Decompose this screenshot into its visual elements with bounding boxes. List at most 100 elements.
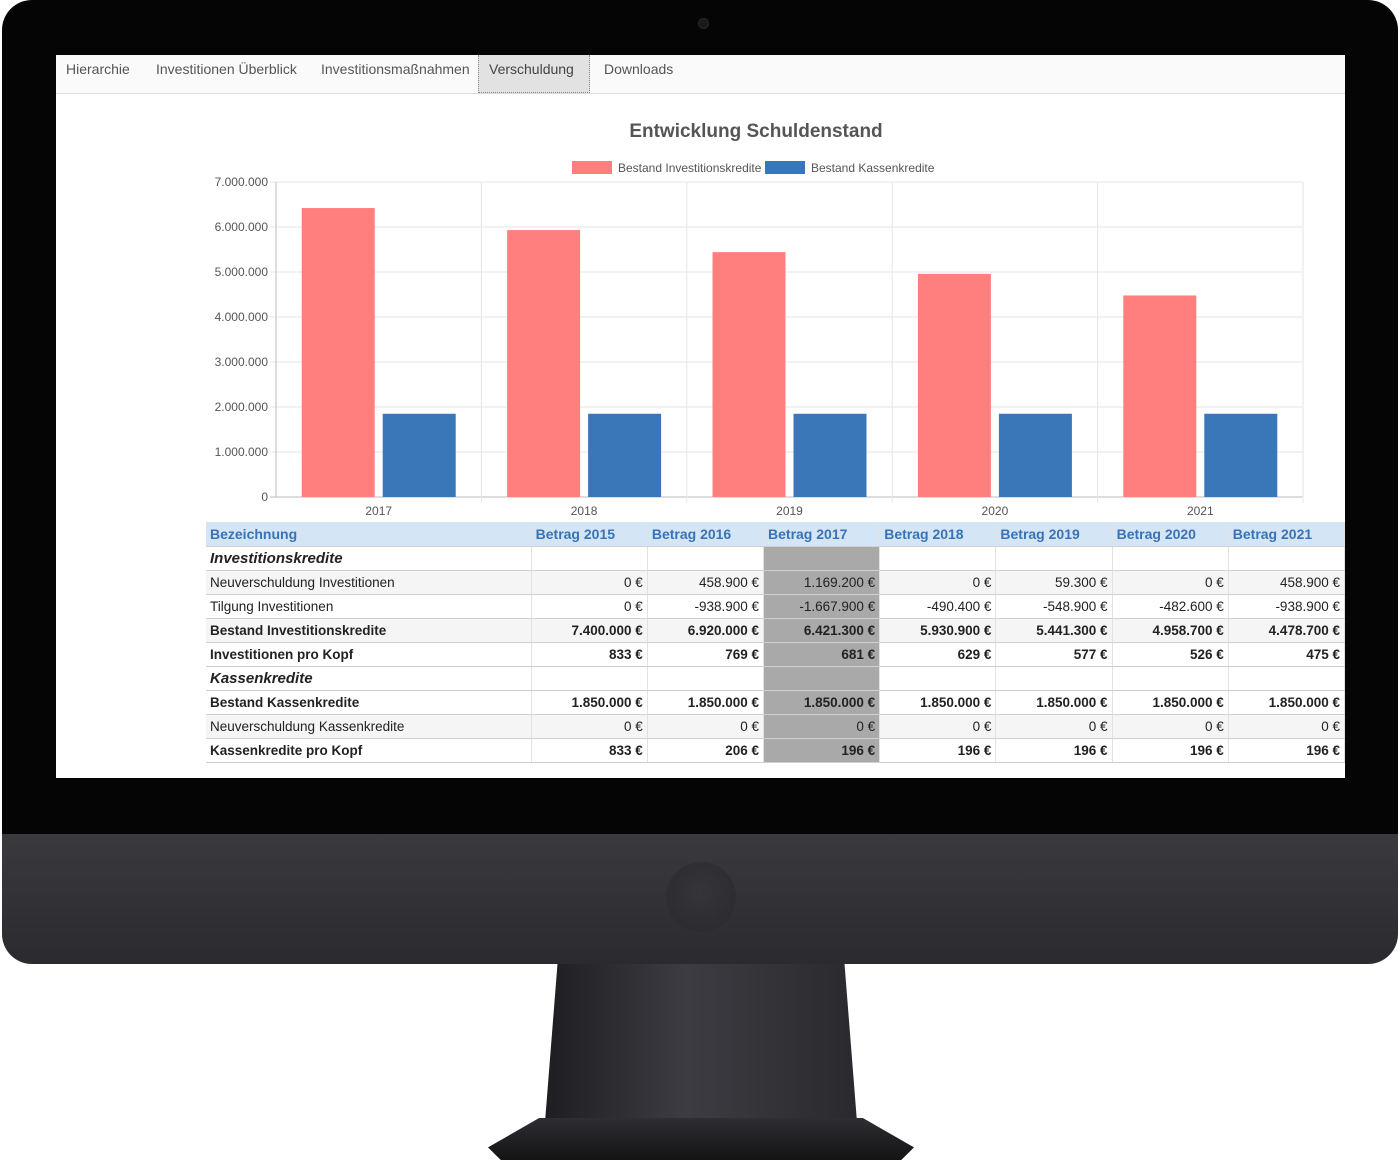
column-header-betrag[interactable]: Betrag 2017 bbox=[763, 522, 881, 547]
y-tick-label: 5.000.000 bbox=[215, 265, 269, 279]
legend-label[interactable]: Bestand Investitionskredite bbox=[618, 161, 762, 175]
table-cell: 0 € bbox=[531, 714, 648, 739]
tab-downloads[interactable]: Downloads bbox=[604, 61, 674, 77]
table-cell bbox=[879, 666, 997, 691]
column-header-betrag[interactable]: Betrag 2019 bbox=[995, 522, 1113, 547]
chart-legend: Bestand Investitionskredite Bestand Kasse… bbox=[572, 161, 935, 175]
table-cell bbox=[647, 666, 765, 691]
legend-swatch[interactable] bbox=[765, 161, 805, 174]
bar-investitionskredite[interactable] bbox=[507, 230, 581, 497]
bar-kassenkredite[interactable] bbox=[1204, 413, 1278, 497]
table-cell: 4.958.700 € bbox=[1112, 618, 1229, 643]
bar-investitionskredite[interactable] bbox=[301, 208, 375, 497]
bar-kassenkredite[interactable] bbox=[382, 413, 456, 497]
apple-logo-icon bbox=[666, 862, 736, 932]
chart-title: Entwicklung Schuldenstand bbox=[629, 121, 882, 142]
table-cell: 4.478.700 € bbox=[1228, 618, 1345, 643]
table-row: Tilgung Investitionen 0 € -938.900 € -1.667… bbox=[206, 594, 1345, 619]
table-cell: -548.900 € bbox=[995, 594, 1113, 619]
bar-investitionskredite[interactable] bbox=[712, 252, 786, 497]
table-cell: 1.169.200 € bbox=[763, 570, 881, 595]
monitor-stand bbox=[545, 964, 857, 1122]
table-body: Investitionskredite Neuverschuldung Inves… bbox=[206, 546, 1345, 763]
table-cell: 6.920.000 € bbox=[647, 618, 765, 643]
debt-table: Bezeichnung Betrag 2015 Betrag 2016 Betrag … bbox=[206, 522, 1345, 763]
column-header-betrag[interactable]: Betrag 2016 bbox=[647, 522, 765, 547]
row-label: Tilgung Investitionen bbox=[206, 594, 532, 619]
column-header-betrag[interactable]: Betrag 2020 bbox=[1112, 522, 1229, 547]
x-tick-label: 2021 bbox=[1187, 504, 1214, 518]
column-header-bezeichnung[interactable]: Bezeichnung bbox=[206, 522, 532, 547]
table-cell: 7.400.000 € bbox=[531, 618, 648, 643]
table-cell bbox=[879, 546, 997, 571]
bar-investitionskredite[interactable] bbox=[917, 273, 991, 497]
table-cell: 196 € bbox=[1228, 738, 1345, 763]
y-tick-label: 4.000.000 bbox=[215, 310, 269, 324]
table-row: Neuverschuldung Investitionen 0 €458.900 … bbox=[206, 570, 1345, 595]
row-label: Bestand Kassenkredite bbox=[206, 690, 532, 715]
bar-kassenkredite[interactable] bbox=[588, 413, 662, 497]
table-cell: 1.850.000 € bbox=[1228, 690, 1345, 715]
screen: Hierarchie Investitionen Überblick Inves… bbox=[56, 55, 1345, 778]
x-tick-label: 2019 bbox=[776, 504, 803, 518]
table-cell: -490.400 € bbox=[879, 594, 997, 619]
table-cell: 0 € bbox=[1112, 714, 1229, 739]
table-header-row: Bezeichnung Betrag 2015 Betrag 2016 Betrag … bbox=[206, 522, 1345, 547]
table-cell: -482.600 € bbox=[1112, 594, 1229, 619]
table-cell: 1.850.000 € bbox=[879, 690, 997, 715]
legend-label[interactable]: Bestand Kassenkredite bbox=[811, 161, 935, 175]
table-cell: 475 € bbox=[1228, 642, 1345, 667]
table-cell: 681 € bbox=[763, 642, 881, 667]
table-cell bbox=[531, 546, 648, 571]
table-cell: 0 € bbox=[531, 594, 648, 619]
table-row: Investitionen pro Kopf 833 €769 €681 €629… bbox=[206, 642, 1345, 667]
row-label: Kassenkredite pro Kopf bbox=[206, 738, 532, 763]
x-tick-label: 2018 bbox=[571, 504, 598, 518]
tab-verschuldung[interactable]: Verschuldung bbox=[478, 55, 590, 93]
bar-investitionskredite[interactable] bbox=[1123, 295, 1197, 497]
column-header-betrag[interactable]: Betrag 2018 bbox=[879, 522, 997, 547]
table-cell: 1.850.000 € bbox=[647, 690, 765, 715]
table-cell bbox=[1228, 666, 1345, 691]
row-label: Investitionskredite bbox=[206, 546, 532, 571]
table-cell: -938.900 € bbox=[647, 594, 765, 619]
table-cell: 1.850.000 € bbox=[763, 690, 881, 715]
chart-axes: 0 1.000.000 2.000.000 3.000.000 4.000.000 5.0… bbox=[215, 175, 1214, 518]
x-tick-label: 2020 bbox=[982, 504, 1009, 518]
tab-investitionen-ueberblick[interactable]: Investitionen Überblick bbox=[156, 61, 297, 77]
column-header-betrag[interactable]: Betrag 2021 bbox=[1228, 522, 1345, 547]
bar-kassenkredite[interactable] bbox=[793, 413, 867, 497]
table-cell: 0 € bbox=[1228, 714, 1345, 739]
table-cell: 6.421.300 € bbox=[763, 618, 881, 643]
table-cell: 0 € bbox=[879, 714, 997, 739]
table-cell: 577 € bbox=[995, 642, 1113, 667]
table-cell: 833 € bbox=[531, 642, 648, 667]
table-row: Kassenkredite pro Kopf 833 €206 €196 €196… bbox=[206, 738, 1345, 763]
y-tick-label: 1.000.000 bbox=[215, 445, 269, 459]
table-cell: 196 € bbox=[1112, 738, 1229, 763]
table-row: Bestand Kassenkredite 1.850.000 €1.850.00… bbox=[206, 690, 1345, 715]
table-cell: 0 € bbox=[879, 570, 997, 595]
table-cell: 0 € bbox=[995, 714, 1113, 739]
y-tick-label: 6.000.000 bbox=[215, 220, 269, 234]
y-tick-label: 2.000.000 bbox=[215, 400, 269, 414]
table-cell bbox=[763, 666, 881, 691]
table-cell: 196 € bbox=[995, 738, 1113, 763]
table-cell bbox=[995, 666, 1113, 691]
bar-kassenkredite[interactable] bbox=[998, 413, 1072, 497]
table-cell: 196 € bbox=[879, 738, 997, 763]
table-cell bbox=[1112, 546, 1229, 571]
chart-bars bbox=[301, 208, 1278, 497]
table-row: Bestand Investitionskredite 7.400.000 €6.… bbox=[206, 618, 1345, 643]
tab-hierarchie[interactable]: Hierarchie bbox=[66, 61, 130, 77]
table-cell: 1.850.000 € bbox=[531, 690, 648, 715]
table-cell: 0 € bbox=[531, 570, 648, 595]
table-cell: -938.900 € bbox=[1228, 594, 1345, 619]
column-header-betrag[interactable]: Betrag 2015 bbox=[531, 522, 648, 547]
legend-swatch[interactable] bbox=[572, 161, 612, 174]
table-cell: 0 € bbox=[647, 714, 765, 739]
tab-investitionsmassnahmen[interactable]: Investitionsmaßnahmen bbox=[321, 61, 470, 77]
table-cell: 458.900 € bbox=[647, 570, 765, 595]
table-cell: 458.900 € bbox=[1228, 570, 1345, 595]
y-tick-label: 3.000.000 bbox=[215, 355, 269, 369]
